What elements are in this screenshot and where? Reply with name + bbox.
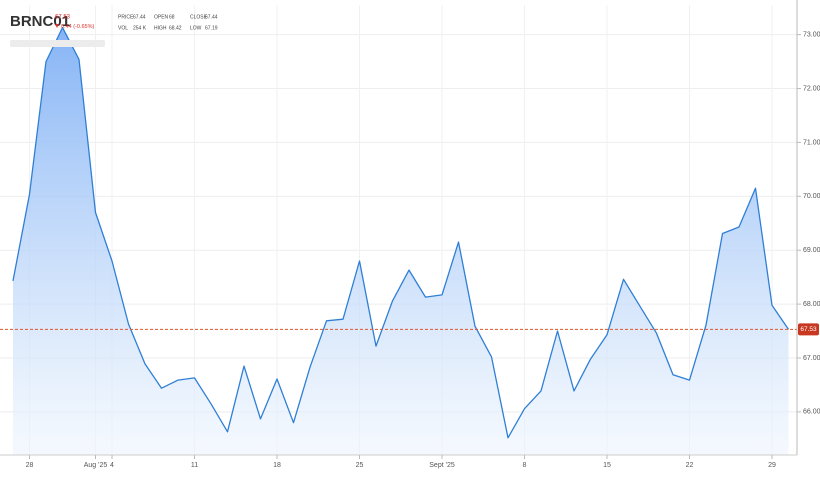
y-tick-label: 72.00 [803,85,820,92]
last-price: 67.53 [55,15,71,21]
y-tick-label: 73.00 [803,31,820,38]
stat-value: 68.42 [169,25,182,31]
price-flag [798,323,819,336]
x-tick-label: 22 [686,462,694,469]
x-tick-label: 28 [26,462,34,469]
area-fill [13,27,789,455]
stat-label: LOW [190,25,202,31]
change: 0.44 (-0.65%) [61,24,94,30]
symbol: BRNC01 [10,13,70,30]
plot-area [0,26,797,455]
y-tick-label: 67.00 [803,355,820,362]
stat-label: HIGH [154,25,167,31]
price-line [12,26,790,439]
stat-label: OPEN [154,14,169,20]
stat-value: 67.19 [205,25,218,31]
stat-label: CLOSE [190,14,208,20]
stat-label: VOL [118,25,128,31]
x-tick-label: 4 [110,462,114,469]
x-tick-label: 29 [768,462,776,469]
x-tick-label: 11 [191,462,198,469]
header-bar [10,40,105,47]
stat-value: 67.44 [133,14,146,20]
y-tick-label: 71.00 [803,139,820,146]
y-tick-label: 68.00 [803,301,820,308]
stat-label: PRICE [118,14,134,20]
x-tick-label: 8 [523,462,527,469]
stat-value: 68 [169,14,175,20]
price-flag-label: 67.53 [800,326,817,333]
x-tick-label: 15 [603,462,611,469]
y-tick-label: 69.00 [803,247,820,254]
x-tick-label: Sept '25 [429,462,455,469]
x-tick-label: Aug '25 [84,462,108,469]
x-tick-label: 25 [356,462,364,469]
y-tick-label: 66.00 [803,409,820,416]
y-tick-label: 70.00 [803,193,820,200]
down-arrow [55,24,59,28]
axes: 66.00 67.00 68.00 69.00 70.00 71.00 72.00 73.00… [26,31,820,468]
stat-value: 67.44 [205,14,218,20]
stat-value: 254 K [133,25,147,31]
x-tick-label: 18 [273,462,281,469]
